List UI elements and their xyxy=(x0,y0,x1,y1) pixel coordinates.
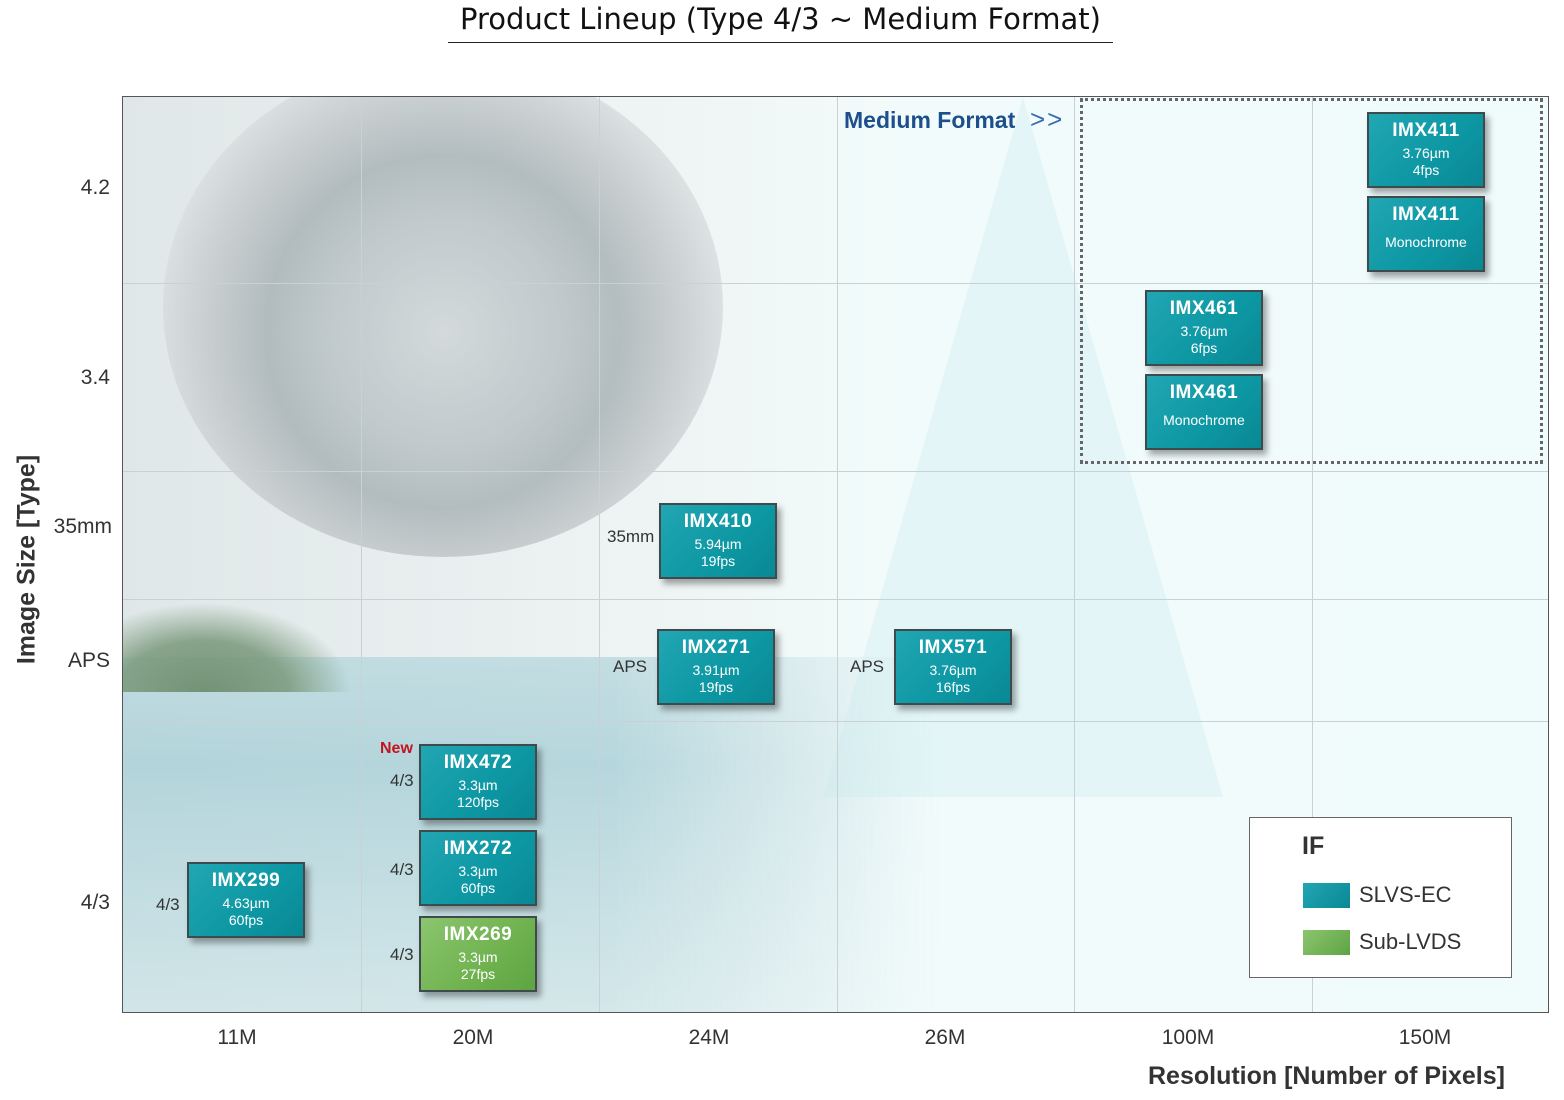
product-box-imx571: IMX571 3.76µm 16fps xyxy=(894,629,1012,705)
product-spec-line: 6fps xyxy=(1190,340,1218,356)
legend-label: SLVS-EC xyxy=(1359,882,1452,907)
product-name: IMX272 xyxy=(443,838,513,859)
product-name: IMX571 xyxy=(918,637,988,658)
product-specs: 3.76µm 6fps xyxy=(1147,323,1261,357)
legend-swatch-sub-lvds xyxy=(1303,930,1350,955)
product-spec-line: 16fps xyxy=(935,679,971,695)
size-label: 4/3 xyxy=(390,945,414,964)
product-name: IMX461 xyxy=(1169,298,1239,319)
product-box-imx299: IMX299 4.63µm 60fps xyxy=(187,862,305,938)
legend: IF SLVS-EC Sub-LVDS xyxy=(1249,817,1512,978)
grid-line xyxy=(123,471,1548,472)
product-spec-line: 4.63µm xyxy=(222,895,270,911)
x-tick: 100M xyxy=(1161,1026,1215,1049)
grid-line xyxy=(1312,97,1313,1012)
medium-format-label: Medium Format xyxy=(844,107,1016,133)
product-spec-line: 3.76µm xyxy=(1402,145,1450,161)
product-name: IMX269 xyxy=(443,924,513,945)
product-specs: 3.3µm 60fps xyxy=(421,863,535,897)
product-specs: 3.3µm 27fps xyxy=(421,949,535,983)
product-spec-line: 3.91µm xyxy=(692,662,740,678)
product-specs: 3.76µm 16fps xyxy=(896,662,1010,696)
product-spec-line: 3.76µm xyxy=(1180,323,1228,339)
product-spec-line: 19fps xyxy=(700,553,736,569)
product-box-imx461: IMX461 3.76µm 6fps xyxy=(1145,290,1263,366)
product-spec-line: 3.76µm xyxy=(929,662,977,678)
product-spec-line: 4fps xyxy=(1412,162,1440,178)
size-label: APS xyxy=(850,657,885,676)
product-spec-line: 3.3µm xyxy=(458,777,498,793)
product-spec-line: 3.3µm xyxy=(458,863,498,879)
grid-line xyxy=(361,97,362,1012)
x-tick: 26M xyxy=(924,1026,966,1049)
y-tick: 35mm xyxy=(53,515,112,538)
island-background xyxy=(123,602,353,692)
x-tick: 150M xyxy=(1398,1026,1452,1049)
legend-label: Sub-LVDS xyxy=(1359,929,1462,954)
x-axis-label: Resolution [Number of Pixels] xyxy=(1148,1062,1505,1090)
product-spec-line: 3.3µm xyxy=(458,949,498,965)
size-label: 4/3 xyxy=(390,771,414,790)
product-specs: 4.63µm 60fps xyxy=(189,895,303,929)
y-tick: 4/3 xyxy=(80,891,110,914)
medium-format-arrow: >> xyxy=(1030,104,1065,134)
medium-format-region xyxy=(1080,98,1543,464)
product-spec-line: 60fps xyxy=(460,880,496,896)
grid-line xyxy=(123,599,1548,600)
product-specs: 5.94µm 19fps xyxy=(661,536,775,570)
product-name: IMX299 xyxy=(211,870,281,891)
product-box-imx271: IMX271 3.91µm 19fps xyxy=(657,629,775,705)
product-box-imx272: IMX272 3.3µm 60fps xyxy=(419,830,537,906)
product-spec-line: Monochrome xyxy=(1163,412,1245,428)
product-specs: 3.91µm 19fps xyxy=(659,662,773,696)
grid-line xyxy=(1074,97,1075,1012)
legend-swatch-slvs-ec xyxy=(1303,883,1350,908)
size-label: 4/3 xyxy=(156,895,180,914)
size-label: 4/3 xyxy=(390,860,414,879)
product-name: IMX472 xyxy=(443,752,513,773)
product-name: IMX411 xyxy=(1392,120,1460,141)
x-tick: 20M xyxy=(452,1026,494,1049)
product-spec-line: 60fps xyxy=(228,912,264,928)
x-tick: 24M xyxy=(688,1026,730,1049)
product-box-imx411: IMX411 3.76µm 4fps xyxy=(1367,112,1485,188)
product-box-imx269: IMX269 3.3µm 27fps xyxy=(419,916,537,992)
product-box-imx411: IMX411 Monochrome xyxy=(1367,196,1485,272)
product-spec-line: Monochrome xyxy=(1385,234,1467,250)
product-name: IMX411 xyxy=(1392,204,1460,225)
y-tick: APS xyxy=(67,649,110,672)
grid-line xyxy=(599,97,600,1012)
plot-area xyxy=(122,96,1549,1013)
product-specs: Monochrome xyxy=(1147,412,1261,429)
product-spec-line: 19fps xyxy=(698,679,734,695)
product-specs: 3.76µm 4fps xyxy=(1369,145,1483,179)
grid-line xyxy=(837,97,838,1012)
product-name: IMX410 xyxy=(683,511,753,532)
x-tick: 11M xyxy=(217,1026,257,1049)
y-axis-label: Image Size [Type] xyxy=(12,454,41,665)
product-box-imx461: IMX461 Monochrome xyxy=(1145,374,1263,450)
size-label: APS xyxy=(613,657,648,676)
product-box-imx472: IMX472 3.3µm 120fps xyxy=(419,744,537,820)
page-title: Product Lineup (Type 4/3 ~ Medium Format… xyxy=(448,2,1113,43)
camera-lens-image xyxy=(163,97,723,557)
y-tick: 3.4 xyxy=(80,366,110,389)
product-spec-line: 5.94µm xyxy=(694,536,742,552)
product-box-imx410: IMX410 5.94µm 19fps xyxy=(659,503,777,579)
product-specs: 3.3µm 120fps xyxy=(421,777,535,811)
y-tick: 4.2 xyxy=(80,176,110,199)
product-specs: Monochrome xyxy=(1369,234,1483,251)
product-name: IMX271 xyxy=(681,637,751,658)
product-spec-line: 120fps xyxy=(456,794,500,810)
grid-line xyxy=(123,283,1548,284)
legend-title: IF xyxy=(1302,832,1325,860)
size-label: 35mm xyxy=(607,527,655,546)
new-badge: New xyxy=(380,740,413,757)
grid-line xyxy=(123,721,1548,722)
product-spec-line: 27fps xyxy=(460,966,496,982)
product-name: IMX461 xyxy=(1169,382,1239,403)
